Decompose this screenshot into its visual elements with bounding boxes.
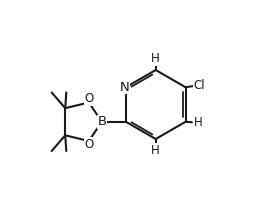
Text: H: H	[151, 52, 160, 65]
Text: Cl: Cl	[193, 79, 204, 92]
Text: N: N	[119, 81, 129, 94]
Text: H: H	[151, 144, 160, 157]
Text: O: O	[85, 138, 94, 151]
Text: B: B	[97, 115, 106, 128]
Text: O: O	[85, 92, 94, 106]
Text: H: H	[193, 116, 202, 129]
